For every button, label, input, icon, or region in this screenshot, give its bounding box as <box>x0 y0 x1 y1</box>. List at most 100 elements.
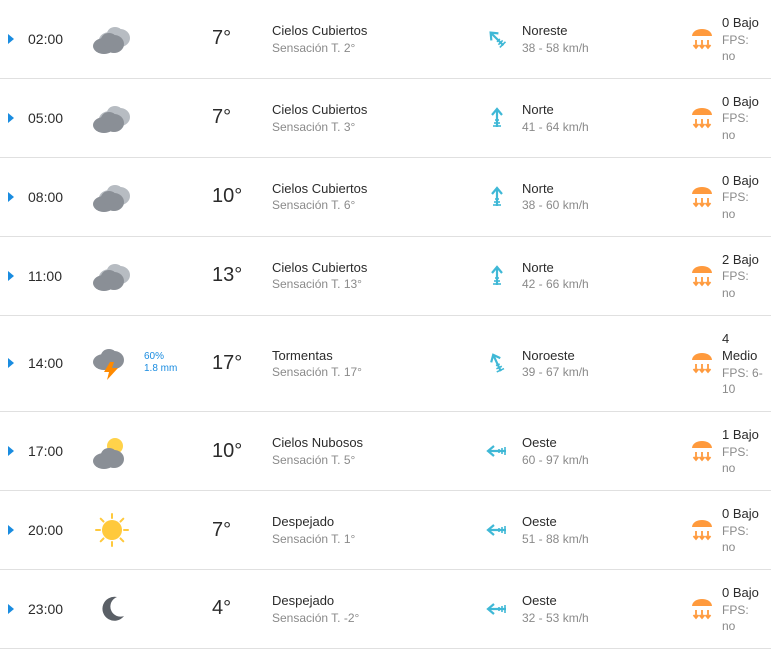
uv-fps: FPS: no <box>722 444 765 476</box>
forecast-row[interactable]: 23:00 4° Despejado Sensación T. -2° Oest… <box>0 570 771 649</box>
condition-block: Cielos Cubiertos Sensación T. 3° <box>272 101 472 135</box>
forecast-time: 08:00 <box>22 189 82 205</box>
feels-like: Sensación T. 2° <box>272 40 472 56</box>
precip-amount: 1.8 mm <box>144 363 212 375</box>
wind-block: Oeste 51 - 88 km/h <box>522 513 682 547</box>
feels-like: Sensación T. 5° <box>272 452 472 468</box>
expand-caret-icon[interactable] <box>6 192 22 202</box>
wind-speed: 38 - 60 km/h <box>522 197 682 213</box>
condition-label: Cielos Nubosos <box>272 434 472 452</box>
uv-fps: FPS: no <box>722 32 765 64</box>
uv-fps: FPS: no <box>722 268 765 300</box>
expand-caret-icon[interactable] <box>6 525 22 535</box>
expand-caret-icon[interactable] <box>6 34 22 44</box>
forecast-row[interactable]: 14:00 60% 1.8 mm 17° Tormentas Sensación… <box>0 316 771 412</box>
condition-icon <box>82 346 142 380</box>
condition-block: Tormentas Sensación T. 17° <box>272 347 472 381</box>
condition-label: Cielos Cubiertos <box>272 259 472 277</box>
wind-arrow-icon <box>472 517 522 543</box>
uv-icon <box>682 350 722 376</box>
wind-speed: 60 - 97 km/h <box>522 452 682 468</box>
wind-speed: 41 - 64 km/h <box>522 119 682 135</box>
uv-icon <box>682 596 722 622</box>
forecast-row[interactable]: 20:00 7° Despejado Sensación T. 1° Oeste… <box>0 491 771 570</box>
feels-like: Sensación T. 3° <box>272 119 472 135</box>
uv-value: 0 Bajo <box>722 93 765 111</box>
condition-label: Cielos Cubiertos <box>272 101 472 119</box>
wind-arrow-icon <box>472 184 522 210</box>
wind-arrow-icon <box>472 105 522 131</box>
wind-direction: Norte <box>522 101 682 119</box>
expand-caret-icon[interactable] <box>6 271 22 281</box>
uv-value: 4 Medio <box>722 330 765 365</box>
wind-direction: Oeste <box>522 513 682 531</box>
wind-block: Noreste 38 - 58 km/h <box>522 22 682 56</box>
uv-block: 0 Bajo FPS: no <box>722 584 765 634</box>
condition-icon <box>82 24 142 54</box>
feels-like: Sensación T. -2° <box>272 610 472 626</box>
uv-value: 1 Bajo <box>722 426 765 444</box>
forecast-row[interactable]: 08:00 10° Cielos Cubiertos Sensación T. … <box>0 158 771 237</box>
uv-icon <box>682 105 722 131</box>
temperature: 17° <box>212 352 272 375</box>
condition-block: Cielos Cubiertos Sensación T. 2° <box>272 22 472 56</box>
uv-value: 0 Bajo <box>722 172 765 190</box>
wind-speed: 51 - 88 km/h <box>522 531 682 547</box>
condition-label: Despejado <box>272 592 472 610</box>
temperature: 7° <box>212 106 272 129</box>
uv-block: 4 Medio FPS: 6-10 <box>722 330 765 397</box>
uv-icon <box>682 184 722 210</box>
condition-label: Tormentas <box>272 347 472 365</box>
uv-value: 0 Bajo <box>722 584 765 602</box>
expand-caret-icon[interactable] <box>6 446 22 456</box>
wind-block: Oeste 32 - 53 km/h <box>522 592 682 626</box>
condition-icon <box>82 594 142 624</box>
condition-icon <box>82 435 142 467</box>
forecast-time: 11:00 <box>22 268 82 284</box>
wind-block: Norte 38 - 60 km/h <box>522 180 682 214</box>
forecast-time: 20:00 <box>22 522 82 538</box>
condition-icon <box>82 512 142 548</box>
condition-block: Despejado Sensación T. 1° <box>272 513 472 547</box>
feels-like: Sensación T. 1° <box>272 531 472 547</box>
temperature: 10° <box>212 440 272 463</box>
uv-block: 0 Bajo FPS: no <box>722 93 765 143</box>
condition-block: Cielos Cubiertos Sensación T. 13° <box>272 259 472 293</box>
uv-fps: FPS: 6-10 <box>722 365 765 397</box>
hourly-forecast-table: 02:00 7° Cielos Cubiertos Sensación T. 2… <box>0 0 771 649</box>
uv-block: 1 Bajo FPS: no <box>722 426 765 476</box>
forecast-row[interactable]: 02:00 7° Cielos Cubiertos Sensación T. 2… <box>0 0 771 79</box>
uv-value: 0 Bajo <box>722 14 765 32</box>
wind-direction: Norte <box>522 180 682 198</box>
forecast-row[interactable]: 05:00 7° Cielos Cubiertos Sensación T. 3… <box>0 79 771 158</box>
expand-caret-icon[interactable] <box>6 358 22 368</box>
forecast-row[interactable]: 11:00 13° Cielos Cubiertos Sensación T. … <box>0 237 771 316</box>
forecast-time: 14:00 <box>22 355 82 371</box>
condition-label: Cielos Cubiertos <box>272 22 472 40</box>
condition-block: Despejado Sensación T. -2° <box>272 592 472 626</box>
condition-icon <box>82 182 142 212</box>
uv-icon <box>682 26 722 52</box>
wind-arrow-icon <box>472 596 522 622</box>
wind-arrow-icon <box>472 438 522 464</box>
wind-direction: Noroeste <box>522 347 682 365</box>
temperature: 7° <box>212 519 272 542</box>
wind-arrow-icon <box>472 350 522 376</box>
temperature: 10° <box>212 185 272 208</box>
wind-arrow-icon <box>472 263 522 289</box>
temperature: 7° <box>212 27 272 50</box>
forecast-row[interactable]: 17:00 10° Cielos Nubosos Sensación T. 5° <box>0 412 771 491</box>
condition-label: Despejado <box>272 513 472 531</box>
uv-value: 2 Bajo <box>722 251 765 269</box>
uv-value: 0 Bajo <box>722 505 765 523</box>
uv-block: 0 Bajo FPS: no <box>722 14 765 64</box>
uv-icon <box>682 438 722 464</box>
wind-speed: 42 - 66 km/h <box>522 276 682 292</box>
condition-icon <box>82 103 142 133</box>
forecast-time: 05:00 <box>22 110 82 126</box>
wind-block: Norte 41 - 64 km/h <box>522 101 682 135</box>
expand-caret-icon[interactable] <box>6 113 22 123</box>
wind-block: Noroeste 39 - 67 km/h <box>522 347 682 381</box>
expand-caret-icon[interactable] <box>6 604 22 614</box>
condition-block: Cielos Cubiertos Sensación T. 6° <box>272 180 472 214</box>
